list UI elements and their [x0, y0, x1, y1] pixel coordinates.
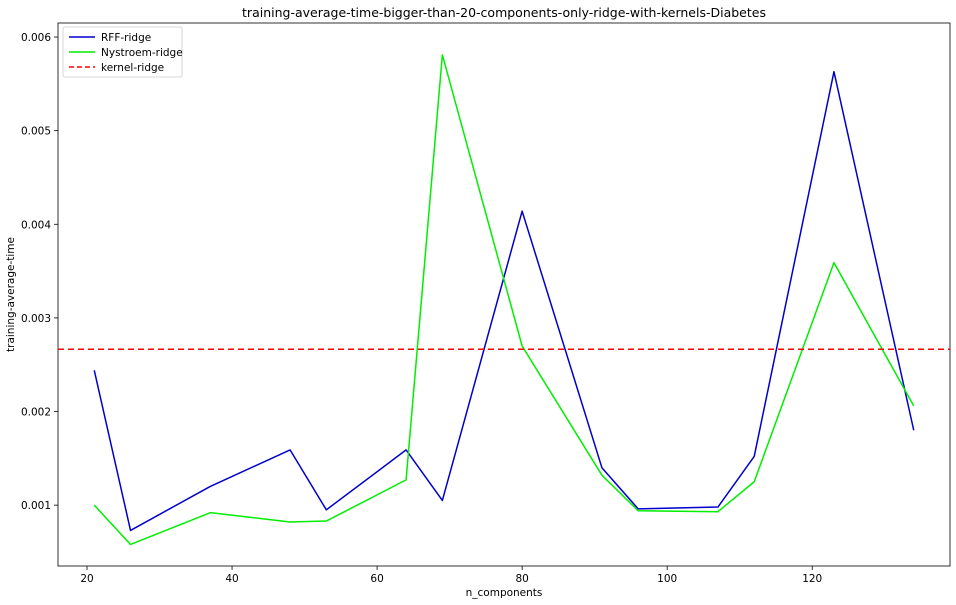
y-axis-label: training-average-time [5, 237, 17, 352]
x-tick-label: 120 [802, 573, 822, 585]
series-line-rff-ridge [93, 70, 915, 532]
y-tick-label: 0.004 [21, 219, 51, 231]
x-tick-label: 60 [370, 573, 383, 585]
y-tick-label: 0.006 [21, 32, 51, 44]
series-line-nystroem-ridge [93, 54, 915, 546]
chart-title: training-average-time-bigger-than-20-com… [242, 5, 766, 20]
plot-area [57, 22, 951, 567]
x-axis-label: n_components [466, 587, 543, 599]
y-axis: 0.001 0.002 0.003 0.004 0.005 0.006 [21, 32, 58, 512]
legend-label-rff-ridge: RFF-ridge [101, 32, 151, 44]
y-tick-label: 0.002 [21, 407, 51, 419]
legend: RFF-ridge Nystroem-ridge kernel-ridge [62, 26, 183, 78]
series-layer [58, 54, 950, 546]
x-tick-label: 100 [657, 573, 677, 585]
plot-frame [57, 22, 951, 567]
y-tick-label: 0.005 [21, 126, 51, 138]
y-tick-label: 0.003 [21, 313, 51, 325]
x-tick-label: 20 [80, 573, 93, 585]
legend-box [62, 26, 183, 78]
legend-label-kernel-ridge: kernel-ridge [101, 62, 164, 74]
y-tick-label: 0.001 [21, 500, 51, 512]
x-axis: 20 40 60 80 100 120 [80, 566, 822, 585]
legend-label-nystroem-ridge: Nystroem-ridge [101, 47, 183, 59]
x-tick-label: 40 [225, 573, 238, 585]
x-tick-label: 80 [515, 573, 528, 585]
